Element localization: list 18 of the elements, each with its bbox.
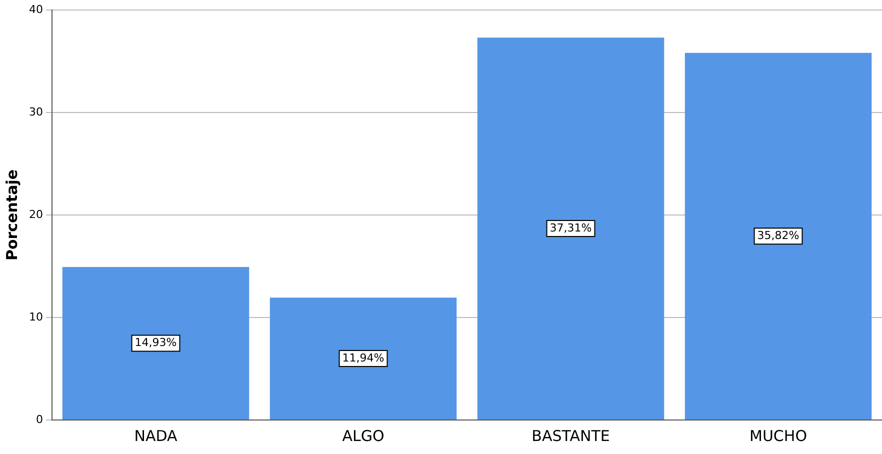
y-tick-label: 10	[28, 310, 43, 324]
x-tick-label: BASTANTE	[532, 426, 610, 445]
bar	[684, 52, 872, 420]
y-tick-label: 0	[36, 412, 43, 426]
y-tick-label: 20	[28, 208, 43, 221]
y-tick-label: 30	[28, 105, 43, 118]
data-label: 14,93%	[134, 336, 177, 350]
x-tick-label: NADA	[134, 426, 178, 445]
data-label: 11,94%	[342, 351, 384, 364]
bar	[62, 266, 250, 420]
data-label: 35,82%	[757, 229, 800, 242]
x-tick-label: MUCHO	[750, 426, 807, 445]
data-label: 37,31%	[550, 221, 592, 234]
bar	[270, 298, 457, 420]
x-tick-label: ALGO	[342, 426, 384, 445]
bar	[477, 38, 664, 420]
y-tick-label: 40	[28, 2, 43, 16]
y-axis-title: Porcentaje	[2, 169, 21, 261]
